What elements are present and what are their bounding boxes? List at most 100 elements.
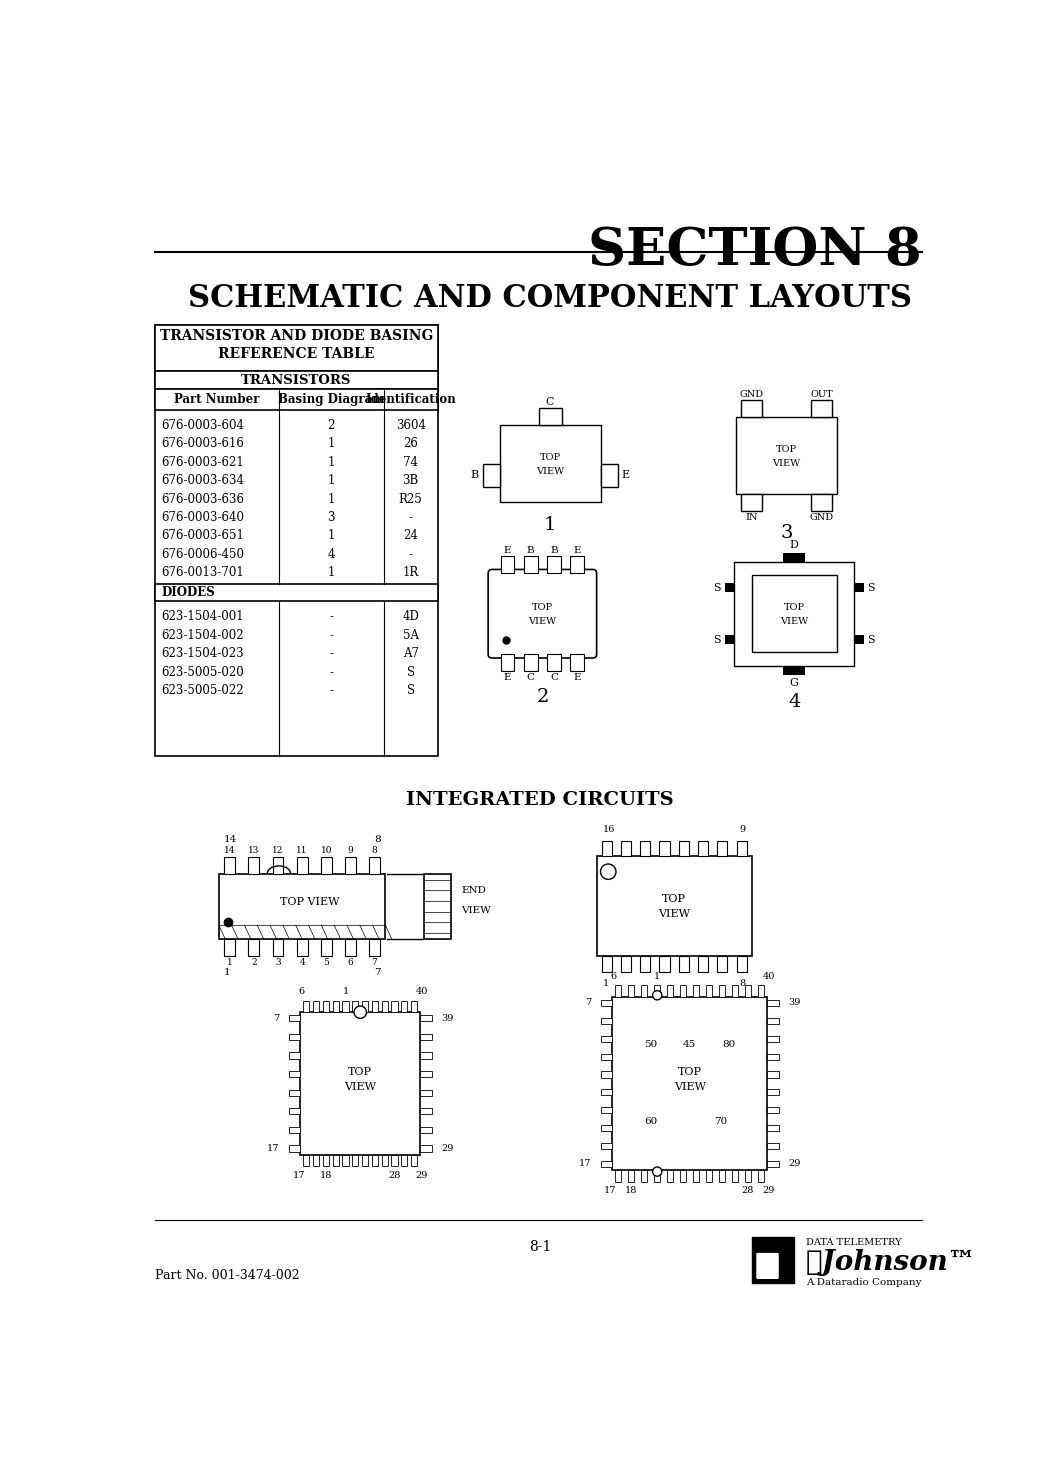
Bar (783, 552, 806, 562)
Bar (313, 1154, 319, 1166)
Bar (500, 654, 515, 672)
Bar (621, 956, 631, 972)
Bar (420, 1126, 432, 1134)
Text: 28: 28 (389, 1171, 401, 1180)
Bar (600, 1018, 612, 1024)
Text: 17: 17 (266, 1144, 279, 1152)
Bar (615, 985, 621, 997)
Text: IN: IN (746, 513, 758, 522)
Text: END: END (461, 886, 485, 896)
Text: 676-0006-450: 676-0006-450 (161, 548, 244, 561)
Text: TOP: TOP (532, 603, 553, 612)
FancyBboxPatch shape (756, 1253, 779, 1279)
Bar (758, 1170, 764, 1182)
Text: 1: 1 (327, 456, 335, 469)
Bar (615, 1170, 621, 1182)
Text: SECTION 8: SECTION 8 (589, 224, 922, 275)
Bar (600, 1090, 612, 1096)
Text: 8: 8 (372, 847, 377, 855)
Bar (717, 841, 728, 857)
Bar (600, 1142, 612, 1150)
Text: 1: 1 (327, 567, 335, 580)
Bar (370, 857, 380, 874)
Text: 18: 18 (320, 1171, 332, 1180)
Text: 12: 12 (273, 847, 283, 855)
Bar (600, 463, 617, 487)
Text: 2: 2 (536, 688, 549, 705)
Text: 6: 6 (347, 957, 354, 966)
Text: 10: 10 (320, 847, 332, 855)
Bar (724, 635, 734, 644)
Bar (420, 1145, 432, 1151)
Bar (571, 557, 584, 573)
Text: S: S (868, 635, 875, 645)
Bar (289, 1034, 300, 1040)
Bar (740, 401, 762, 417)
Bar (693, 985, 699, 997)
Text: VIEW: VIEW (773, 459, 800, 468)
Bar (640, 956, 651, 972)
Text: 29: 29 (441, 1144, 454, 1152)
Text: 676-0003-634: 676-0003-634 (161, 474, 244, 487)
Bar (680, 1170, 687, 1182)
Text: 676-0003-640: 676-0003-640 (161, 511, 244, 525)
Bar (659, 956, 670, 972)
Text: OUT: OUT (810, 390, 833, 399)
Bar (719, 1170, 726, 1182)
Text: DATA TELEMETRY: DATA TELEMETRY (806, 1238, 901, 1247)
Text: VIEW: VIEW (344, 1083, 376, 1093)
Text: -: - (330, 629, 333, 641)
Bar (811, 494, 832, 511)
Text: 26: 26 (403, 437, 418, 450)
Bar (381, 1001, 388, 1013)
Text: -: - (409, 511, 413, 525)
Text: 623-1504-001: 623-1504-001 (161, 610, 243, 624)
Bar (600, 1161, 612, 1167)
Bar (289, 1090, 300, 1096)
Text: 4: 4 (788, 694, 800, 711)
Text: 5A: 5A (402, 629, 419, 641)
Text: E: E (574, 673, 581, 682)
Text: R25: R25 (399, 492, 422, 506)
Bar (345, 940, 356, 956)
Text: E: E (574, 546, 581, 555)
Bar (372, 1154, 378, 1166)
Bar (224, 857, 235, 874)
Text: 16: 16 (602, 825, 615, 833)
Text: 1: 1 (327, 529, 335, 542)
Bar (372, 1001, 378, 1013)
Text: GND: GND (810, 513, 833, 522)
Text: 1: 1 (223, 969, 231, 978)
Bar (600, 1053, 612, 1059)
Text: 676-0013-701: 676-0013-701 (161, 567, 244, 580)
Text: 9: 9 (739, 825, 746, 833)
Bar (768, 1018, 779, 1024)
Bar (679, 956, 689, 972)
Text: 39: 39 (788, 998, 800, 1007)
Bar (693, 1170, 699, 1182)
Bar (420, 1090, 432, 1096)
Text: Identification: Identification (365, 393, 456, 407)
Text: A Dataradio Company: A Dataradio Company (806, 1278, 921, 1288)
Text: VIEW: VIEW (674, 1083, 706, 1093)
Text: 39: 39 (441, 1014, 454, 1023)
Text: 11: 11 (296, 847, 307, 855)
Text: 4: 4 (299, 957, 305, 966)
Text: 2: 2 (327, 418, 335, 431)
Bar (303, 1001, 310, 1013)
Text: 1R: 1R (402, 567, 419, 580)
Bar (547, 557, 561, 573)
Bar (523, 654, 538, 672)
Bar (629, 1170, 634, 1182)
Bar (600, 1071, 612, 1078)
Bar (538, 408, 561, 425)
Circle shape (354, 1005, 366, 1018)
Text: DIODES: DIODES (161, 586, 215, 599)
Text: 7: 7 (273, 1014, 279, 1023)
Bar (736, 417, 837, 494)
Text: 45: 45 (683, 1040, 696, 1049)
Bar (401, 1001, 408, 1013)
Bar (342, 1001, 349, 1013)
Bar (597, 857, 752, 956)
Bar (523, 557, 538, 573)
